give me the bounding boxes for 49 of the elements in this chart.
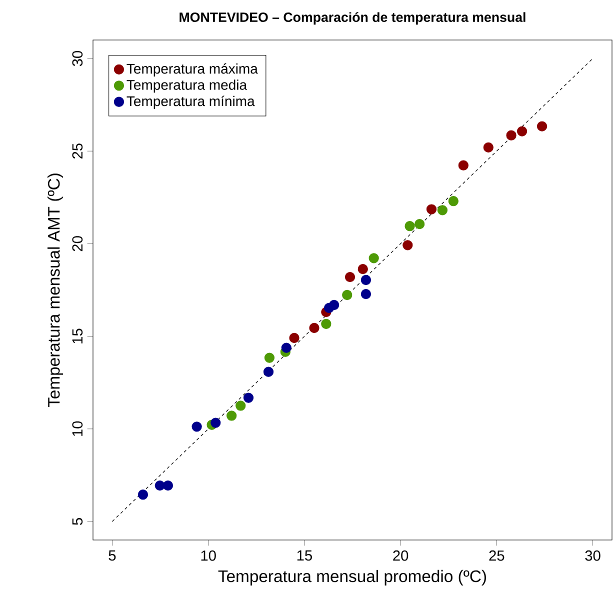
point: [426, 204, 437, 214]
point: [342, 290, 352, 300]
point: [402, 240, 413, 250]
legend-label: Temperatura media: [126, 80, 248, 93]
x-tick-label: 15: [297, 550, 312, 561]
y-tick-label: 10: [72, 421, 83, 436]
point: [328, 300, 340, 310]
point: [309, 322, 320, 334]
point: [448, 196, 458, 206]
y-tick-label: 15: [72, 328, 83, 344]
point: [506, 130, 516, 140]
point: [516, 126, 528, 136]
point: [368, 253, 379, 264]
point: [289, 332, 300, 344]
chart-title: MONTEVIDEO – Comparación de temperatura mensual: [180, 12, 526, 25]
point: [138, 490, 148, 500]
point: [437, 205, 448, 216]
point: [458, 160, 468, 170]
point: [358, 264, 368, 274]
point: [162, 480, 174, 491]
y-tick-label: 25: [72, 144, 83, 159]
x-tick-label: 5: [108, 550, 116, 561]
x-tick-label: 25: [489, 550, 504, 561]
legend-label: Temperatura máxima: [126, 63, 258, 76]
y-tick-label: 20: [72, 236, 83, 252]
y-tick-label: 30: [72, 50, 83, 66]
point: [321, 318, 332, 329]
point: [360, 289, 372, 300]
point: [281, 342, 292, 353]
legend-label: Temperatura mínima: [126, 96, 255, 109]
point: [483, 142, 494, 152]
point: [263, 366, 274, 377]
point: [404, 221, 415, 232]
point: [243, 392, 254, 403]
point: [414, 219, 425, 230]
point: [226, 410, 237, 421]
point: [360, 274, 372, 286]
x-tick-label: 20: [393, 550, 408, 561]
x-tick-label: 10: [201, 550, 216, 561]
point: [264, 352, 275, 363]
point: [536, 121, 548, 132]
x-tick-label: 30: [585, 550, 600, 561]
point: [344, 272, 356, 282]
x-axis-title: Temperatura mensual promedio (ºC): [218, 570, 486, 586]
y-tick-label: 5: [72, 518, 83, 525]
point: [192, 422, 202, 432]
point: [236, 400, 246, 411]
point: [210, 418, 221, 428]
y-axis-title: Temperatura mensual AMT (ºC): [48, 174, 64, 408]
